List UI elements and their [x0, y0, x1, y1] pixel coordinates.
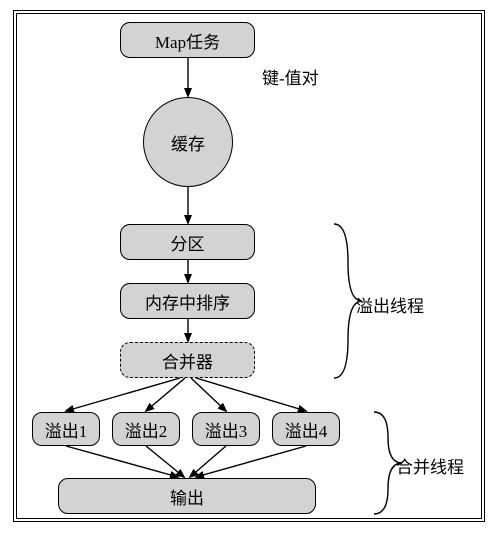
label-spill-thread: 溢出线程: [356, 292, 424, 317]
node-combiner: 合并器: [120, 342, 255, 378]
node-map-task: Map任务: [120, 22, 255, 58]
diagram-canvas: Map任务 缓存 分区 内存中排序 合并器 溢出1 溢出2 溢出3 溢出4 输出…: [0, 0, 500, 534]
label-merge-thread: 合并线程: [396, 453, 464, 478]
node-spill-4: 溢出4: [272, 412, 340, 446]
label-kv-pair: 键-值对: [262, 64, 319, 89]
node-sort: 内存中排序: [120, 283, 255, 319]
node-spill-1: 溢出1: [32, 412, 100, 446]
node-spill-3: 溢出3: [192, 412, 260, 446]
node-output: 输出: [58, 478, 316, 514]
node-cache: 缓存: [143, 97, 233, 187]
node-partition: 分区: [120, 224, 255, 260]
node-spill-2: 溢出2: [112, 412, 180, 446]
